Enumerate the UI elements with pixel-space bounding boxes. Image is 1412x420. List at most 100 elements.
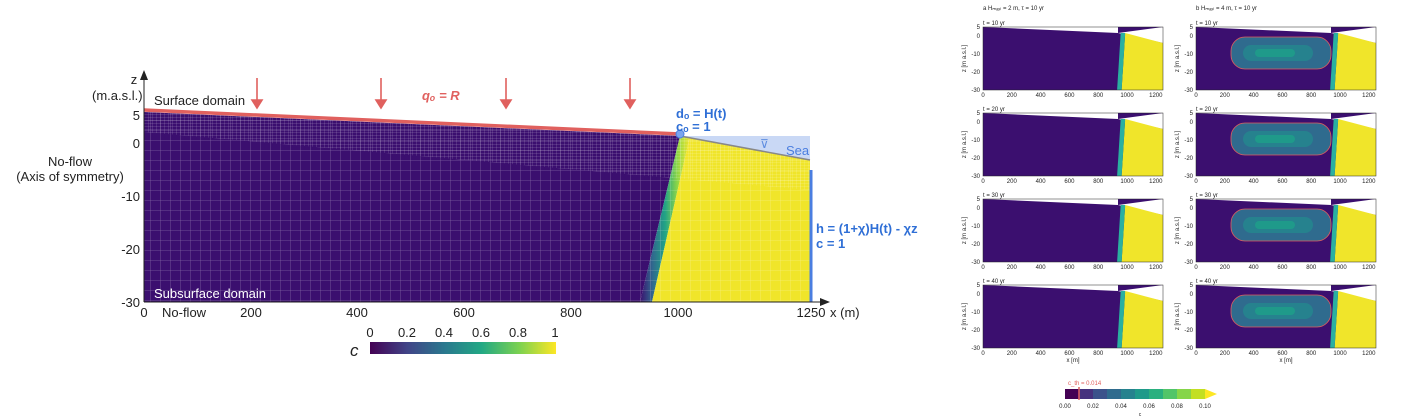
panel-xtick: 0: [1194, 265, 1198, 271]
panel-xtick: 600: [1064, 179, 1075, 185]
small-panels-figure: a Hₘₐₓₗ = 2 m, τ = 10 yr b Hₘₐₓₗ = 4 m, …: [962, 6, 1377, 418]
panel-xtick: 600: [1277, 265, 1288, 271]
small-panel: t = 40 yr5 0 -10 -20 -30 z [m a.s.l.] 0 200 400 6…: [962, 279, 1164, 364]
panel-ytick: -10: [1184, 138, 1193, 144]
colorbar-label: c: [350, 341, 359, 360]
no-flow-bottom-label: No-flow: [162, 305, 207, 320]
panel-xtick: 800: [1306, 351, 1317, 357]
panel-xtick: 0: [1194, 93, 1198, 99]
panel-xtick: 1000: [1120, 265, 1134, 271]
panel-ytick: 5: [1190, 197, 1194, 203]
x-tick: 200: [240, 305, 262, 320]
x-tick: 400: [346, 305, 368, 320]
panel-xtick: 0: [981, 351, 985, 357]
panel-ytick: -20: [971, 328, 980, 334]
panel-xtick: 800: [1306, 179, 1317, 185]
no-flow-left-label: No-flow: [48, 154, 93, 169]
panel-xlabel: x [m]: [1067, 358, 1080, 364]
small-panel: t = 30 yr5 0 -10 -20 -30 z [m a.s.l.] 0 200 400 6…: [962, 193, 1164, 271]
panel-xtick: 1200: [1362, 265, 1376, 271]
z-tick: 5: [133, 108, 140, 123]
panel-ytick: -30: [1184, 174, 1193, 180]
panel-xtick: 1200: [1149, 265, 1163, 271]
panel-ytick: 5: [977, 25, 981, 31]
panel-xtick: 400: [1036, 93, 1047, 99]
panel-xtick: 600: [1277, 179, 1288, 185]
panel-saline: [1121, 205, 1163, 262]
colorbar-tick: 0.4: [435, 325, 453, 340]
panel-saline: [1121, 33, 1163, 90]
panel-xtick: 800: [1093, 93, 1104, 99]
panel-xtick: 1000: [1333, 351, 1347, 357]
panel-xtick: 800: [1306, 265, 1317, 271]
panel-ytick: 0: [1190, 120, 1194, 126]
cbar-tick: 0.02: [1087, 404, 1099, 410]
panel-saline: [1334, 33, 1376, 90]
panel-saline: [1121, 119, 1163, 176]
main-model-diagram: z (m.a.s.l.) 5 0 -10 -20 -30 0 200 400 6…: [16, 70, 918, 360]
panel-xtick: 1000: [1333, 179, 1347, 185]
panel-ytick: -20: [1184, 328, 1193, 334]
panel-ytick: 5: [1190, 25, 1194, 31]
panel-ylabel: z [m a.s.l.]: [962, 217, 968, 245]
panel-ytick: -30: [971, 174, 980, 180]
main-colorbar: [370, 342, 556, 354]
panel-xtick: 0: [1194, 351, 1198, 357]
colorbar-tick: 0.8: [509, 325, 527, 340]
panel-ytick: -20: [971, 70, 980, 76]
panel-ytick: -10: [1184, 310, 1193, 316]
panel-xtick: 600: [1277, 93, 1288, 99]
panel-ytick: 5: [977, 111, 981, 117]
panel-ytick: -10: [1184, 52, 1193, 58]
column-a-title: a Hₘₐₓₗ = 2 m, τ = 10 yr: [983, 6, 1044, 12]
cbar-tick: 0.08: [1171, 404, 1183, 410]
panel-xtick: 600: [1064, 351, 1075, 357]
panel-time-label: t = 10 yr: [1196, 21, 1218, 27]
panel-ytick: -10: [971, 224, 980, 230]
small-panel: t = 20 yr5 0 -10 -20 -30 z [m a.s.l.] 0 200 400 6…: [962, 107, 1164, 185]
cbar-tick: 0.06: [1143, 404, 1155, 410]
panel-xtick: 200: [1007, 93, 1018, 99]
panel-xtick: 800: [1093, 351, 1104, 357]
z-axis-unit: (m.a.s.l.): [92, 88, 143, 103]
x-tick: 1250: [797, 305, 826, 320]
small-panel: t = 10 yr5 0 -10 -20 -30 z [m a.s.l.] 0 200 400 6…: [962, 21, 1164, 99]
panel-xtick: 0: [981, 179, 985, 185]
panel-time-label: t = 20 yr: [983, 107, 1005, 113]
z-tick: -30: [121, 295, 140, 310]
panel-ylabel: z [m a.s.l.]: [962, 131, 968, 159]
panel-xtick: 1200: [1362, 351, 1376, 357]
panel-ytick: -20: [1184, 242, 1193, 248]
cbar-tick: 0.00: [1059, 404, 1071, 410]
panel-xtick: 1200: [1149, 93, 1163, 99]
panel-ytick: 5: [977, 197, 981, 203]
recharge-arrows: [250, 78, 637, 110]
shoreline-point: [675, 129, 685, 139]
panel-ytick: 0: [977, 120, 981, 126]
panel-ylabel: z [m a.s.l.]: [1175, 45, 1181, 73]
flux-label: qₒ = R: [422, 88, 460, 103]
panel-xtick: 200: [1220, 351, 1231, 357]
panel-ylabel: z [m a.s.l.]: [962, 303, 968, 331]
panel-xtick: 200: [1220, 179, 1231, 185]
panel-ytick: -10: [971, 138, 980, 144]
panel-saline: [1121, 291, 1163, 348]
panel-ytick: 5: [1190, 283, 1194, 289]
panel-xtick: 400: [1249, 179, 1260, 185]
column-b-title: b Hₘₐₓₗ = 4 m, τ = 10 yr: [1196, 6, 1257, 12]
panel-xtick: 1000: [1333, 93, 1347, 99]
panel-ytick: -10: [971, 310, 980, 316]
x-axis-label: x (m): [830, 305, 860, 320]
surface-domain-label: Surface domain: [154, 93, 245, 108]
panel-ytick: 0: [1190, 34, 1194, 40]
panel-saline: [1334, 291, 1376, 348]
panel-xtick: 400: [1036, 179, 1047, 185]
panel-xtick: 600: [1064, 93, 1075, 99]
panel-ytick: 5: [977, 283, 981, 289]
c0-label: cₒ = 1: [676, 119, 711, 134]
panel-time-label: t = 30 yr: [983, 193, 1005, 199]
panel-xtick: 200: [1220, 93, 1231, 99]
small-panel: t = 30 yr5 0 -10 -20 -30 z [m a.s.l.] 0 200 400 6…: [1175, 193, 1377, 271]
panel-ytick: -10: [971, 52, 980, 58]
panel-saline: [1334, 119, 1376, 176]
